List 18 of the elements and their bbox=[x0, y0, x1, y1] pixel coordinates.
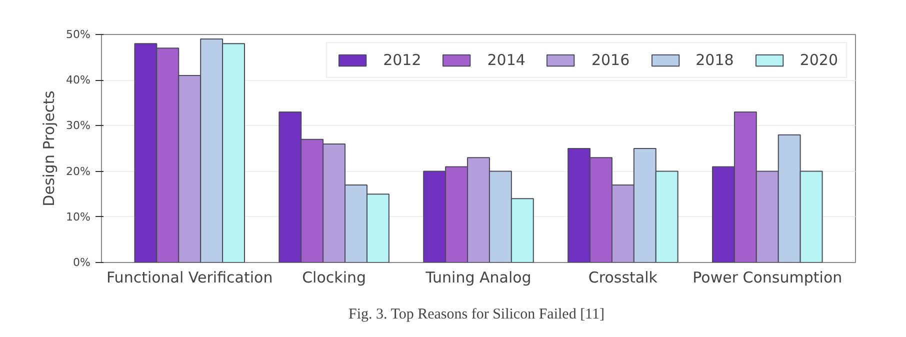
legend-label: 2014 bbox=[487, 51, 526, 69]
y-tick-label: 0% bbox=[73, 256, 90, 269]
legend-label: 2016 bbox=[591, 51, 630, 69]
x-tick-label: Crosstalk bbox=[588, 268, 658, 286]
y-tick-label: 20% bbox=[66, 164, 91, 178]
caption: Fig. 3. Top Reasons for Silicon Failed [11] bbox=[348, 306, 605, 322]
y-tick-label: 30% bbox=[66, 119, 91, 132]
y-tick-label: 50% bbox=[66, 28, 91, 41]
x-tick-label: Tuning Analog bbox=[424, 268, 532, 286]
y-tick-label: 10% bbox=[66, 210, 91, 224]
legend-label: 2018 bbox=[696, 51, 734, 69]
y-tick-label: 40% bbox=[66, 74, 91, 87]
y-axis-title: Design Projects bbox=[40, 90, 58, 206]
x-tick-label: Clocking bbox=[302, 268, 366, 286]
legend-label: 2012 bbox=[383, 51, 422, 69]
x-tick-label: Functional Verification bbox=[106, 268, 273, 286]
legend-label: 2020 bbox=[800, 51, 838, 69]
x-tick-label: Power Consumption bbox=[692, 268, 842, 286]
